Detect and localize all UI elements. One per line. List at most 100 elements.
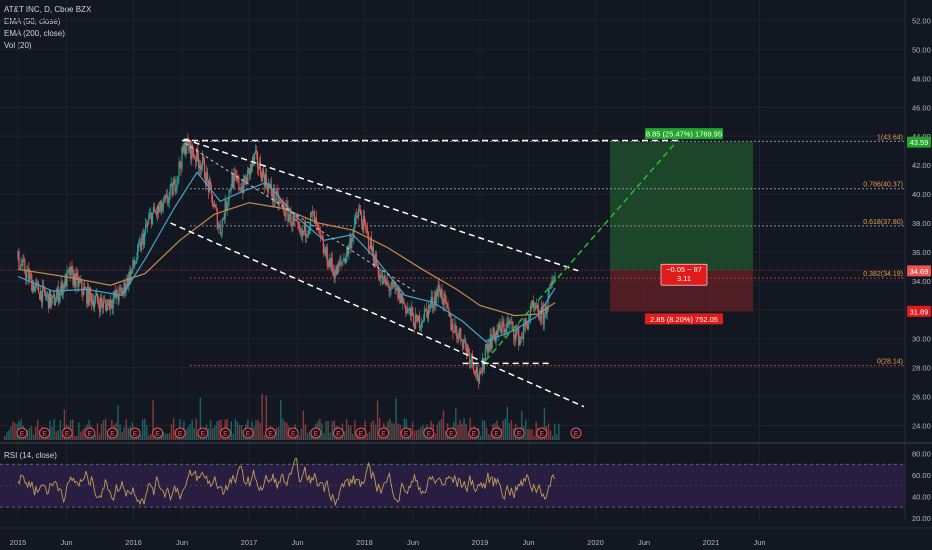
candle-body [456,330,458,339]
candle-body [109,299,111,310]
candle-body [469,352,471,364]
ema200-legend[interactable]: EMA (200, close) [4,29,65,38]
candle-body [523,324,526,326]
candle-body [120,288,122,290]
earnings-marker [310,427,322,439]
candle-body [363,216,366,223]
candle-body [474,373,477,375]
candle-body [404,303,406,305]
volume-bar [94,435,97,440]
rsi-legend[interactable]: RSI (14, close) [4,451,57,460]
candle-body [42,285,45,287]
candle-body [554,274,556,282]
candle-body [189,141,191,151]
candle-body [205,172,208,185]
volume-bar [212,428,214,440]
fib-level-label: 0.618(37.80) [863,219,903,226]
rsi-line [17,457,555,507]
candle-body [264,174,267,187]
volume-bar [306,432,309,440]
candle-body [479,371,482,373]
volume-bar [142,419,144,440]
volume-bar [125,418,127,440]
candle-body [345,256,347,263]
candle-body [257,167,260,170]
earnings-marker-label: E [291,431,296,438]
candle-body [331,257,333,269]
candle-body [238,176,240,188]
earnings-marker-label: E [426,431,431,438]
candle-body [261,169,264,182]
ema50-legend[interactable]: EMA (50, close) [4,17,61,26]
stop-label-box [645,313,723,325]
candle-body [333,270,335,279]
candle-body [279,200,281,202]
candle-body [382,277,384,284]
candle-body [200,165,203,170]
volume-bar [150,434,152,440]
candle-body [37,282,39,284]
earnings-marker [287,427,299,439]
candle-body [399,288,401,304]
candle-body [243,176,245,193]
candle-body [487,344,489,353]
candle-body [499,322,501,328]
volume-bar [30,425,33,440]
candle-body [231,174,233,188]
candle-body [473,370,476,374]
earnings-marker [197,427,209,439]
candle-body [112,298,114,308]
candle-body [28,268,30,281]
candle-body [443,293,445,306]
candle-body [228,189,230,201]
time-axis-tick: Jun [407,538,419,547]
candle-body [381,274,383,284]
time-axis-tick: Jun [638,538,650,547]
volume-bar [119,424,121,440]
volume-bar [508,423,511,440]
time-axis-tick: 2015 [10,538,27,547]
candle-body [506,322,508,332]
candle-body [415,314,418,317]
candle-body [131,268,133,271]
candle-body [323,249,325,253]
candle-body [343,258,345,262]
candle-body [107,299,109,303]
volume-bar [240,424,243,440]
volume-bar [172,418,175,440]
channel-lower-line [170,222,585,408]
candle-body [183,143,185,152]
candle-body [194,157,196,159]
earnings-marker-label: E [133,431,138,438]
volume-bar [230,421,232,440]
candle-body [253,157,255,161]
candle-body [204,178,207,185]
candle-body [426,310,428,319]
candle-body [384,275,386,284]
candle-body [213,204,215,207]
volume-bar [6,432,8,440]
volume-bar [195,418,197,440]
candle-body [552,280,554,283]
candle-body [376,265,378,267]
volume-bar [533,435,535,440]
price-axis-tick: 34.00 [912,277,931,286]
candle-body [521,337,523,338]
candle-body [144,231,146,245]
candle-body [163,199,165,201]
candle-body [494,335,496,342]
candle-body [186,137,188,149]
candle-body [226,205,228,211]
volume-bar [61,434,64,440]
volume-bar [168,432,171,440]
candle-body [60,282,62,290]
candle-body [441,289,443,302]
candle-body [286,203,288,207]
candle-body [538,315,540,318]
volume-bar [512,428,515,440]
candle-body [221,219,223,233]
candle-body [239,187,241,189]
symbol-title[interactable]: AT&T INC, D, Cboe BZX [4,5,92,14]
candle-body [115,290,117,298]
